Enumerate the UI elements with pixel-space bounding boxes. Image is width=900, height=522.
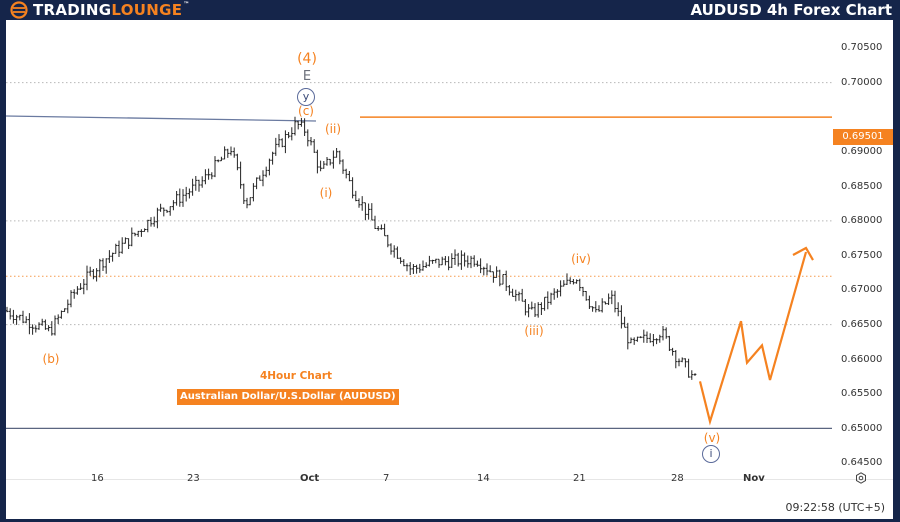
price-tick: 0.66000 — [841, 354, 883, 365]
price-tick: 0.69000 — [841, 146, 883, 157]
price-tick: 0.67000 — [841, 284, 883, 295]
clock-timezone: 09:22:58 (UTC+5) — [785, 501, 885, 514]
brand-logo: TRADINGLOUNGE™ — [10, 1, 190, 19]
instrument-label: Australian Dollar/U.S.Dollar (AUDUSD) — [177, 389, 399, 405]
gear-icon[interactable] — [855, 472, 867, 484]
date-tick: Oct — [300, 473, 320, 484]
top-bar: TRADINGLOUNGE™ AUDUSD 4h Forex Chart — [0, 0, 900, 20]
price-chart-canvas[interactable] — [6, 20, 893, 519]
price-tick: 0.66500 — [841, 319, 883, 330]
chart-title: AUDUSD 4h Forex Chart — [690, 1, 892, 19]
wave-label-ii: (ii) — [324, 122, 342, 136]
price-tick: 0.67500 — [841, 250, 883, 261]
date-axis-separator — [6, 479, 893, 480]
price-tick: 0.65500 — [841, 388, 883, 399]
price-tick: 0.70000 — [841, 77, 883, 88]
wave-label-b: (b) — [42, 352, 60, 366]
wave-label-v: (v) — [703, 431, 721, 445]
trading-lounge-logo-icon — [10, 1, 28, 19]
price-tick: 0.65000 — [841, 423, 883, 434]
timeframe-label: 4Hour Chart — [259, 370, 333, 382]
wave-label-y-circled: y — [297, 88, 315, 106]
date-tick: Nov — [743, 473, 765, 484]
chart-panel[interactable]: 0.70500 0.70000 0.69501 0.69000 0.68500 … — [6, 20, 893, 519]
wave-label-iii: (iii) — [524, 324, 544, 338]
date-tick: 14 — [477, 473, 490, 484]
wave-label-c: (c) — [298, 104, 314, 118]
date-tick: 23 — [187, 473, 200, 484]
price-tick: 0.68500 — [841, 181, 883, 192]
current-price-tag: 0.69501 — [833, 129, 893, 145]
price-tick: 0.68000 — [841, 215, 883, 226]
brand-name: TRADINGLOUNGE™ — [33, 1, 190, 19]
wave-label-iv: (iv) — [571, 252, 591, 266]
wave-label-e: E — [302, 69, 312, 84]
price-tick: 0.70500 — [841, 42, 883, 53]
wave-label-4: (4) — [297, 51, 317, 67]
date-tick: 28 — [671, 473, 684, 484]
date-tick: 21 — [573, 473, 586, 484]
date-tick: 7 — [383, 473, 390, 484]
date-tick: 16 — [91, 473, 104, 484]
price-tick: 0.64500 — [841, 457, 883, 468]
wave-label-i: (i) — [319, 186, 333, 200]
wave-label-i-circled: i — [702, 445, 720, 463]
